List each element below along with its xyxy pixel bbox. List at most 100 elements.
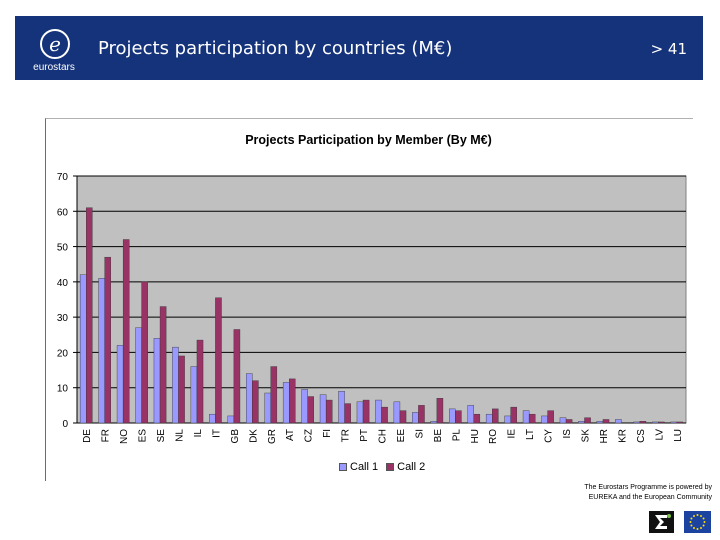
bar-call-2-lt [528, 413, 536, 424]
eu-flag-logo [684, 511, 711, 533]
y-tick-label: 60 [57, 207, 69, 218]
x-tick-label: NL [175, 429, 186, 442]
bar-call-1-ee [393, 401, 401, 424]
bar-call-2-is [565, 419, 573, 424]
bar-call-2-de [86, 207, 93, 424]
x-tick-label: DE [82, 429, 93, 443]
x-tick-label: IS [562, 429, 573, 439]
x-tick-label: KR [617, 429, 628, 443]
chart-legend: Call 1 Call 2 [339, 461, 425, 473]
y-tick-label: 10 [57, 384, 69, 395]
bar-call-1-fr [98, 278, 105, 424]
x-tick-label: GB [230, 429, 241, 444]
bar-call-1-gr [264, 392, 271, 424]
eu-star [690, 517, 693, 520]
x-tick-label: EE [396, 429, 407, 443]
bar-call-1-es [135, 327, 142, 424]
chart-title: Projects Participation by Member (By M€) [245, 133, 492, 147]
bar-call-1-gb [227, 415, 235, 424]
bar-call-2-hr [602, 419, 610, 424]
bar-call-1-hu [467, 405, 474, 424]
y-tick-label: 30 [57, 313, 69, 324]
bar-call-1-sk [578, 421, 585, 424]
page-title: Projects participation by countries (M€) [98, 38, 453, 59]
x-tick-label: AT [285, 429, 296, 441]
y-tick-label: 70 [57, 172, 69, 183]
bar-call-1-nl [172, 346, 179, 424]
x-tick-label: NO [119, 429, 130, 444]
legend-label-call-1: Call 1 [350, 461, 379, 473]
eurostars-logo: e eurostars [15, 16, 93, 80]
x-tick-label: ES [138, 429, 149, 443]
bar-call-2-pt [362, 399, 370, 424]
x-tick-label: CY [544, 429, 555, 443]
bar-call-1-ro [485, 413, 493, 424]
bar-call-2-cy [547, 410, 554, 424]
footer-line-2: EUREKA and the European Community [588, 494, 712, 501]
page-number: > 41 [650, 40, 687, 58]
bar-call-1-se [153, 338, 161, 424]
x-tick-label: SE [156, 429, 167, 443]
bar-call-1-at [282, 382, 290, 424]
footer-line-1: The Eurostars Programme is powered by [584, 484, 712, 491]
bar-call-2-si [418, 405, 425, 424]
bar-call-2-gb [233, 329, 241, 424]
bar-call-1-il [190, 366, 198, 424]
plot-area [76, 175, 687, 424]
eu-star [696, 528, 699, 530]
bar-call-1-pt [356, 401, 364, 424]
x-tick-label: DK [248, 429, 259, 443]
bar-call-2-no [122, 239, 130, 424]
legend-swatch-call-1 [339, 463, 347, 471]
bar-call-1-cy [541, 415, 548, 424]
bar-call-2-fi [325, 399, 333, 424]
x-tick-label: PL [451, 429, 462, 442]
eu-star [702, 517, 705, 520]
bar-call-2-it [215, 297, 222, 424]
bar-call-1-is [559, 417, 567, 424]
logo-text: eurostars [33, 62, 75, 73]
bar-call-1-ch [375, 399, 382, 424]
y-tick-label: 50 [57, 243, 69, 254]
x-tick-label: IE [507, 429, 518, 439]
y-tick-label: 20 [57, 348, 69, 359]
x-tick-label: FI [322, 429, 333, 438]
legend-item-call-2: Call 2 [386, 461, 425, 473]
bar-call-1-lt [522, 410, 530, 424]
x-tick-label: LU [673, 429, 684, 442]
x-tick-label: LT [525, 429, 536, 440]
eu-star [689, 521, 692, 523]
eu-star [690, 524, 693, 527]
x-tick-label: BE [433, 429, 444, 443]
bar-call-1-no [116, 345, 124, 424]
bar-call-1-lv [652, 421, 659, 424]
bar-call-1-de [79, 274, 87, 424]
eu-star [696, 514, 699, 516]
bar-call-1-fi [319, 394, 327, 424]
y-tick-label: 0 [62, 419, 68, 430]
x-tick-label: HR [599, 429, 610, 443]
x-tick-label: CS [636, 429, 647, 443]
x-tick-label: IT [211, 429, 222, 438]
x-tick-label: SK [581, 429, 592, 443]
bar-call-1-cz [301, 389, 308, 424]
eu-star [702, 524, 705, 527]
bar-call-2-es [141, 281, 148, 424]
legend-swatch-call-2 [386, 463, 395, 471]
bar-call-1-dk [246, 373, 253, 424]
bar-call-1-it [209, 413, 216, 424]
bar-call-1-tr [338, 391, 345, 424]
x-tick-label: TR [341, 429, 352, 442]
y-tick-label: 40 [57, 278, 69, 289]
bar-call-1-pl [449, 408, 456, 424]
eu-star [693, 514, 695, 517]
header-bar: e eurostars Projects participation by co… [15, 16, 703, 80]
bar-call-1-kr [615, 419, 622, 424]
bar-call-2-tr [344, 403, 351, 424]
bar-call-2-dk [252, 380, 259, 424]
bar-call-2-lu [676, 421, 684, 424]
bar-call-2-ro [492, 408, 499, 424]
bar-call-2-ie [510, 406, 517, 424]
x-tick-label: HU [470, 429, 481, 443]
bar-call-1-hr [596, 421, 604, 424]
